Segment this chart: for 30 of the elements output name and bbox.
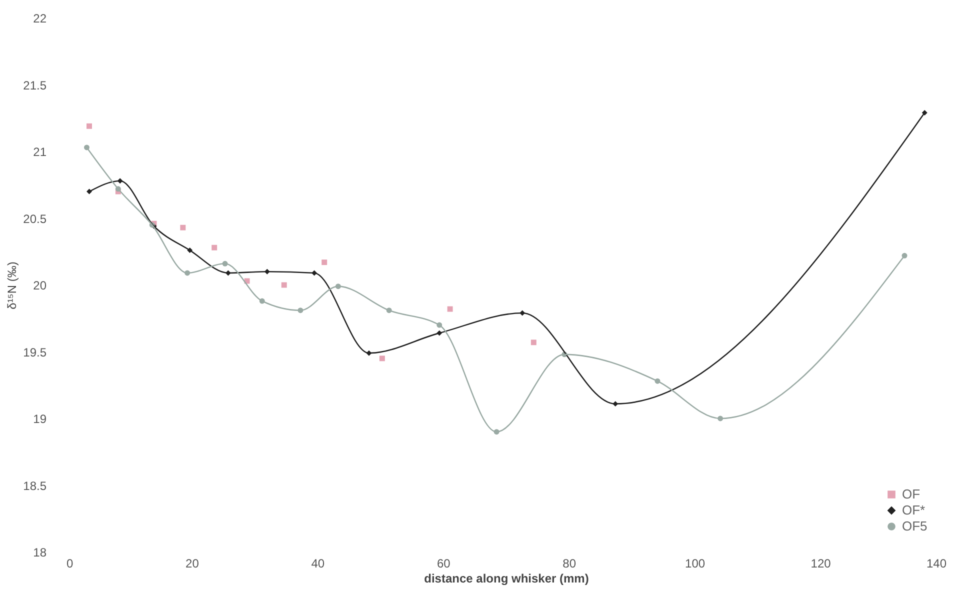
x-tick-label: 20 (186, 556, 200, 570)
point (180, 224, 186, 230)
y-tick-label: 22 (33, 12, 47, 26)
x-tick-label: 80 (562, 556, 576, 570)
x-tick-label: 120 (810, 556, 832, 570)
y-tick-label: 20 (33, 278, 47, 292)
y-tick-label: 19.5 (23, 345, 47, 360)
x-axis-title: distance along whisker (mm) (424, 572, 589, 586)
point (281, 282, 287, 288)
point (379, 356, 385, 362)
x-tick-label: 0 (66, 556, 74, 570)
y-tick-label: 21 (33, 145, 47, 159)
x-tick-label: 140 (926, 556, 947, 570)
point (86, 123, 92, 129)
legend-label: OF* (902, 502, 926, 518)
legend-label: OF (902, 486, 920, 502)
legend-label: OF5 (902, 518, 928, 534)
point (322, 260, 328, 266)
y-axis-title: δ¹⁵N (‰) (5, 262, 20, 310)
y-tick-label: 19 (33, 412, 47, 426)
x-tick-label: 40 (311, 556, 325, 570)
point (212, 244, 218, 250)
y-tick-label: 18 (33, 546, 47, 560)
x-tick-label: 60 (436, 556, 451, 570)
point (530, 340, 536, 346)
y-tick-label: 20.5 (23, 212, 47, 226)
y-tick-label: 21.5 (23, 78, 47, 92)
x-tick-label: 100 (685, 556, 706, 570)
y-tick-label: 18.5 (23, 478, 47, 493)
point (447, 306, 453, 312)
